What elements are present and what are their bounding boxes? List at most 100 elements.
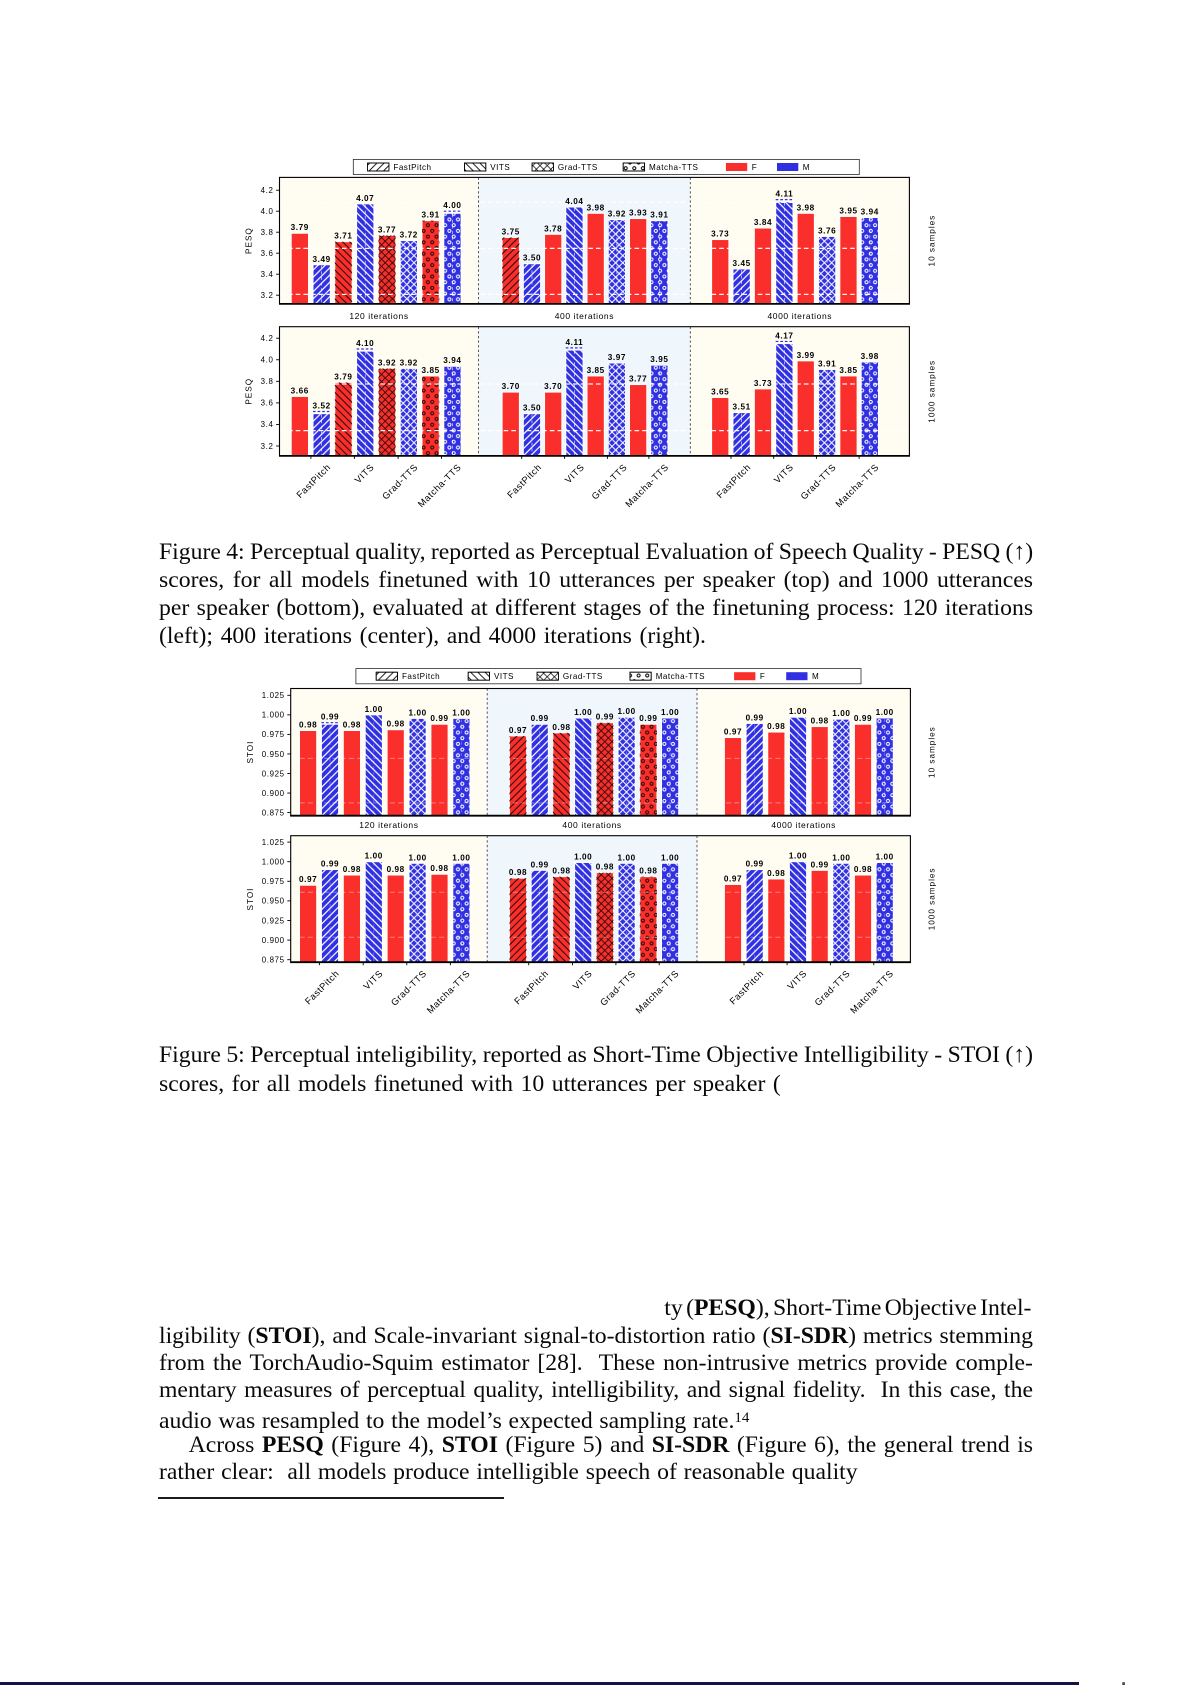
svg-text:FastPitch: FastPitch — [303, 968, 341, 1006]
svg-text:0.900: 0.900 — [262, 936, 285, 945]
svg-text:1.00: 1.00 — [789, 852, 807, 861]
svg-text:STOI: STOI — [246, 741, 255, 764]
svg-text:0.99: 0.99 — [321, 713, 339, 722]
svg-text:1.025: 1.025 — [262, 838, 285, 847]
svg-text:FastPitch: FastPitch — [512, 968, 550, 1006]
svg-text:4000 iterations: 4000 iterations — [771, 820, 836, 830]
svg-text:1.025: 1.025 — [262, 691, 285, 700]
svg-text:4.0: 4.0 — [261, 207, 274, 216]
svg-text:3.91: 3.91 — [421, 211, 439, 220]
svg-text:0.99: 0.99 — [746, 860, 764, 869]
svg-text:3.85: 3.85 — [421, 366, 439, 375]
svg-text:0.98: 0.98 — [811, 717, 829, 726]
svg-text:Matcha-TTS: Matcha-TTS — [416, 462, 463, 509]
svg-text:1.00: 1.00 — [661, 708, 679, 717]
svg-text:1000 samples: 1000 samples — [928, 868, 937, 931]
svg-text:120 iterations: 120 iterations — [349, 311, 408, 321]
svg-text:Matcha-TTS: Matcha-TTS — [848, 968, 895, 1015]
svg-text:0.98: 0.98 — [387, 865, 405, 874]
svg-text:0.98: 0.98 — [430, 864, 448, 873]
svg-text:4.11: 4.11 — [566, 338, 584, 347]
svg-text:3.92: 3.92 — [378, 358, 396, 367]
svg-text:Grad-TTS: Grad-TTS — [598, 968, 637, 1007]
svg-text:3.6: 3.6 — [261, 249, 274, 258]
svg-text:3.84: 3.84 — [754, 218, 772, 227]
svg-text:Matcha-TTS: Matcha-TTS — [634, 968, 681, 1015]
svg-text:0.98: 0.98 — [552, 867, 570, 876]
svg-text:0.99: 0.99 — [430, 714, 448, 723]
svg-text:0.98: 0.98 — [854, 865, 872, 874]
svg-text:VITS: VITS — [571, 968, 594, 991]
svg-text:3.4: 3.4 — [261, 270, 274, 279]
svg-text:3.85: 3.85 — [587, 366, 605, 375]
svg-text:0.99: 0.99 — [854, 714, 872, 723]
svg-text:120 iterations: 120 iterations — [359, 820, 418, 830]
svg-text:3.2: 3.2 — [261, 442, 274, 451]
svg-text:3.50: 3.50 — [523, 254, 541, 263]
svg-text:3.76: 3.76 — [818, 226, 836, 235]
svg-text:4.04: 4.04 — [565, 197, 583, 206]
svg-text:4.00: 4.00 — [443, 201, 461, 210]
svg-text:0.99: 0.99 — [531, 714, 549, 723]
svg-text:1.00: 1.00 — [832, 709, 850, 718]
svg-text:VITS: VITS — [563, 462, 586, 485]
svg-text:1.00: 1.00 — [408, 708, 426, 717]
svg-text:0.97: 0.97 — [509, 726, 527, 735]
svg-text:3.98: 3.98 — [587, 203, 605, 212]
svg-text:3.70: 3.70 — [502, 382, 520, 391]
svg-text:1.00: 1.00 — [617, 853, 635, 862]
svg-text:VITS: VITS — [490, 163, 510, 172]
svg-text:400 iterations: 400 iterations — [555, 311, 614, 321]
svg-text:4.17: 4.17 — [775, 331, 793, 340]
svg-text:3.65: 3.65 — [711, 388, 729, 397]
svg-text:0.98: 0.98 — [299, 721, 317, 730]
svg-text:STOI: STOI — [246, 888, 255, 911]
svg-text:1.00: 1.00 — [574, 853, 592, 862]
svg-text:3.45: 3.45 — [732, 259, 750, 268]
svg-text:0.98: 0.98 — [767, 869, 785, 878]
svg-text:FastPitch: FastPitch — [402, 672, 440, 681]
svg-text:400 iterations: 400 iterations — [562, 820, 621, 830]
svg-text:3.73: 3.73 — [711, 230, 729, 239]
svg-text:0.98: 0.98 — [596, 863, 614, 872]
svg-text:1.00: 1.00 — [876, 853, 894, 862]
svg-text:1.000: 1.000 — [262, 711, 285, 720]
svg-text:1.00: 1.00 — [408, 853, 426, 862]
svg-text:3.94: 3.94 — [861, 208, 879, 217]
svg-text:3.50: 3.50 — [523, 404, 541, 413]
svg-text:0.99: 0.99 — [531, 860, 549, 869]
svg-text:3.8: 3.8 — [261, 377, 274, 386]
svg-text:M: M — [812, 672, 819, 681]
svg-text:3.79: 3.79 — [291, 223, 309, 232]
svg-text:3.79: 3.79 — [334, 372, 352, 381]
svg-text:3.2: 3.2 — [261, 291, 274, 300]
svg-text:FastPitch: FastPitch — [295, 462, 333, 500]
svg-text:0.98: 0.98 — [343, 721, 361, 730]
svg-text:FastPitch: FastPitch — [505, 462, 543, 500]
svg-text:Grad-TTS: Grad-TTS — [563, 672, 603, 681]
svg-text:1.00: 1.00 — [789, 707, 807, 716]
svg-text:0.975: 0.975 — [262, 730, 285, 739]
svg-text:Grad-TTS: Grad-TTS — [389, 968, 428, 1007]
svg-text:4.10: 4.10 — [356, 339, 374, 348]
svg-text:Grad-TTS: Grad-TTS — [799, 462, 838, 501]
svg-text:0.99: 0.99 — [811, 860, 829, 869]
svg-text:PESQ: PESQ — [245, 378, 254, 405]
svg-text:4.2: 4.2 — [261, 334, 274, 343]
svg-text:10 samples: 10 samples — [928, 215, 937, 267]
svg-text:0.98: 0.98 — [343, 865, 361, 874]
svg-text:3.73: 3.73 — [754, 379, 772, 388]
svg-text:3.66: 3.66 — [291, 386, 309, 395]
svg-text:0.98: 0.98 — [639, 867, 657, 876]
svg-text:0.98: 0.98 — [552, 723, 570, 732]
svg-text:0.99: 0.99 — [746, 714, 764, 723]
svg-text:0.98: 0.98 — [767, 722, 785, 731]
svg-text:1.000: 1.000 — [262, 858, 285, 867]
svg-text:3.91: 3.91 — [650, 211, 668, 220]
svg-text:3.78: 3.78 — [544, 224, 562, 233]
svg-text:3.95: 3.95 — [650, 355, 668, 364]
svg-text:1.00: 1.00 — [452, 853, 470, 862]
svg-text:VITS: VITS — [772, 462, 795, 485]
svg-text:0.97: 0.97 — [299, 875, 317, 884]
svg-text:Grad-TTS: Grad-TTS — [380, 462, 419, 501]
